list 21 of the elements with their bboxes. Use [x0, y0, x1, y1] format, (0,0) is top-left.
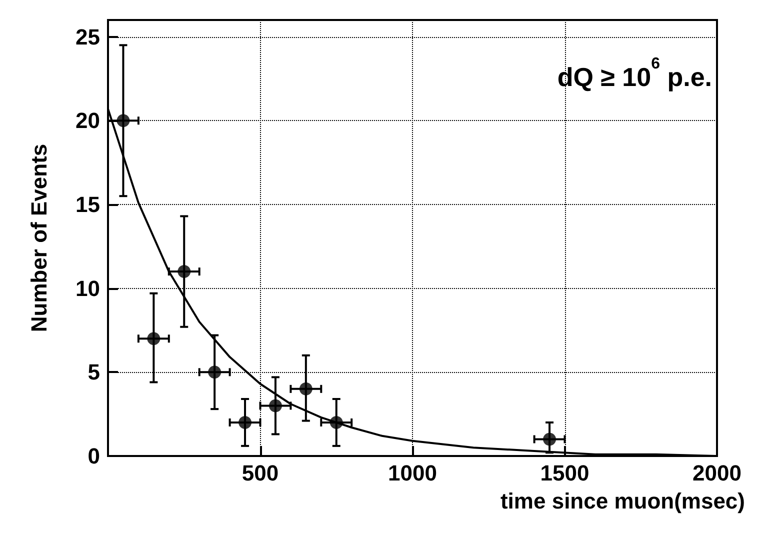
point [147, 332, 160, 346]
x-tick-label: 1000 [388, 460, 437, 486]
y-tick-label: 0 [88, 444, 100, 468]
y-axis-title: Number of Events [26, 144, 52, 332]
point [299, 382, 312, 396]
x-tick-label: 1500 [540, 460, 590, 486]
point [208, 366, 222, 379]
y-tick-label: 20 [76, 108, 100, 134]
y-tick-label: 10 [76, 276, 100, 301]
point [268, 399, 282, 412]
x-tick-label: 2000 [692, 460, 742, 486]
y-tick-label: 15 [76, 192, 100, 217]
point [238, 416, 252, 429]
x-axis-title: time since muon(msec) [500, 488, 745, 514]
y-tick-label: 25 [76, 24, 100, 50]
x-tick-label: 500 [242, 460, 279, 486]
y-tick-label: 5 [88, 360, 100, 385]
point [178, 265, 191, 278]
point [116, 114, 130, 128]
point [543, 432, 556, 446]
point [330, 416, 343, 429]
